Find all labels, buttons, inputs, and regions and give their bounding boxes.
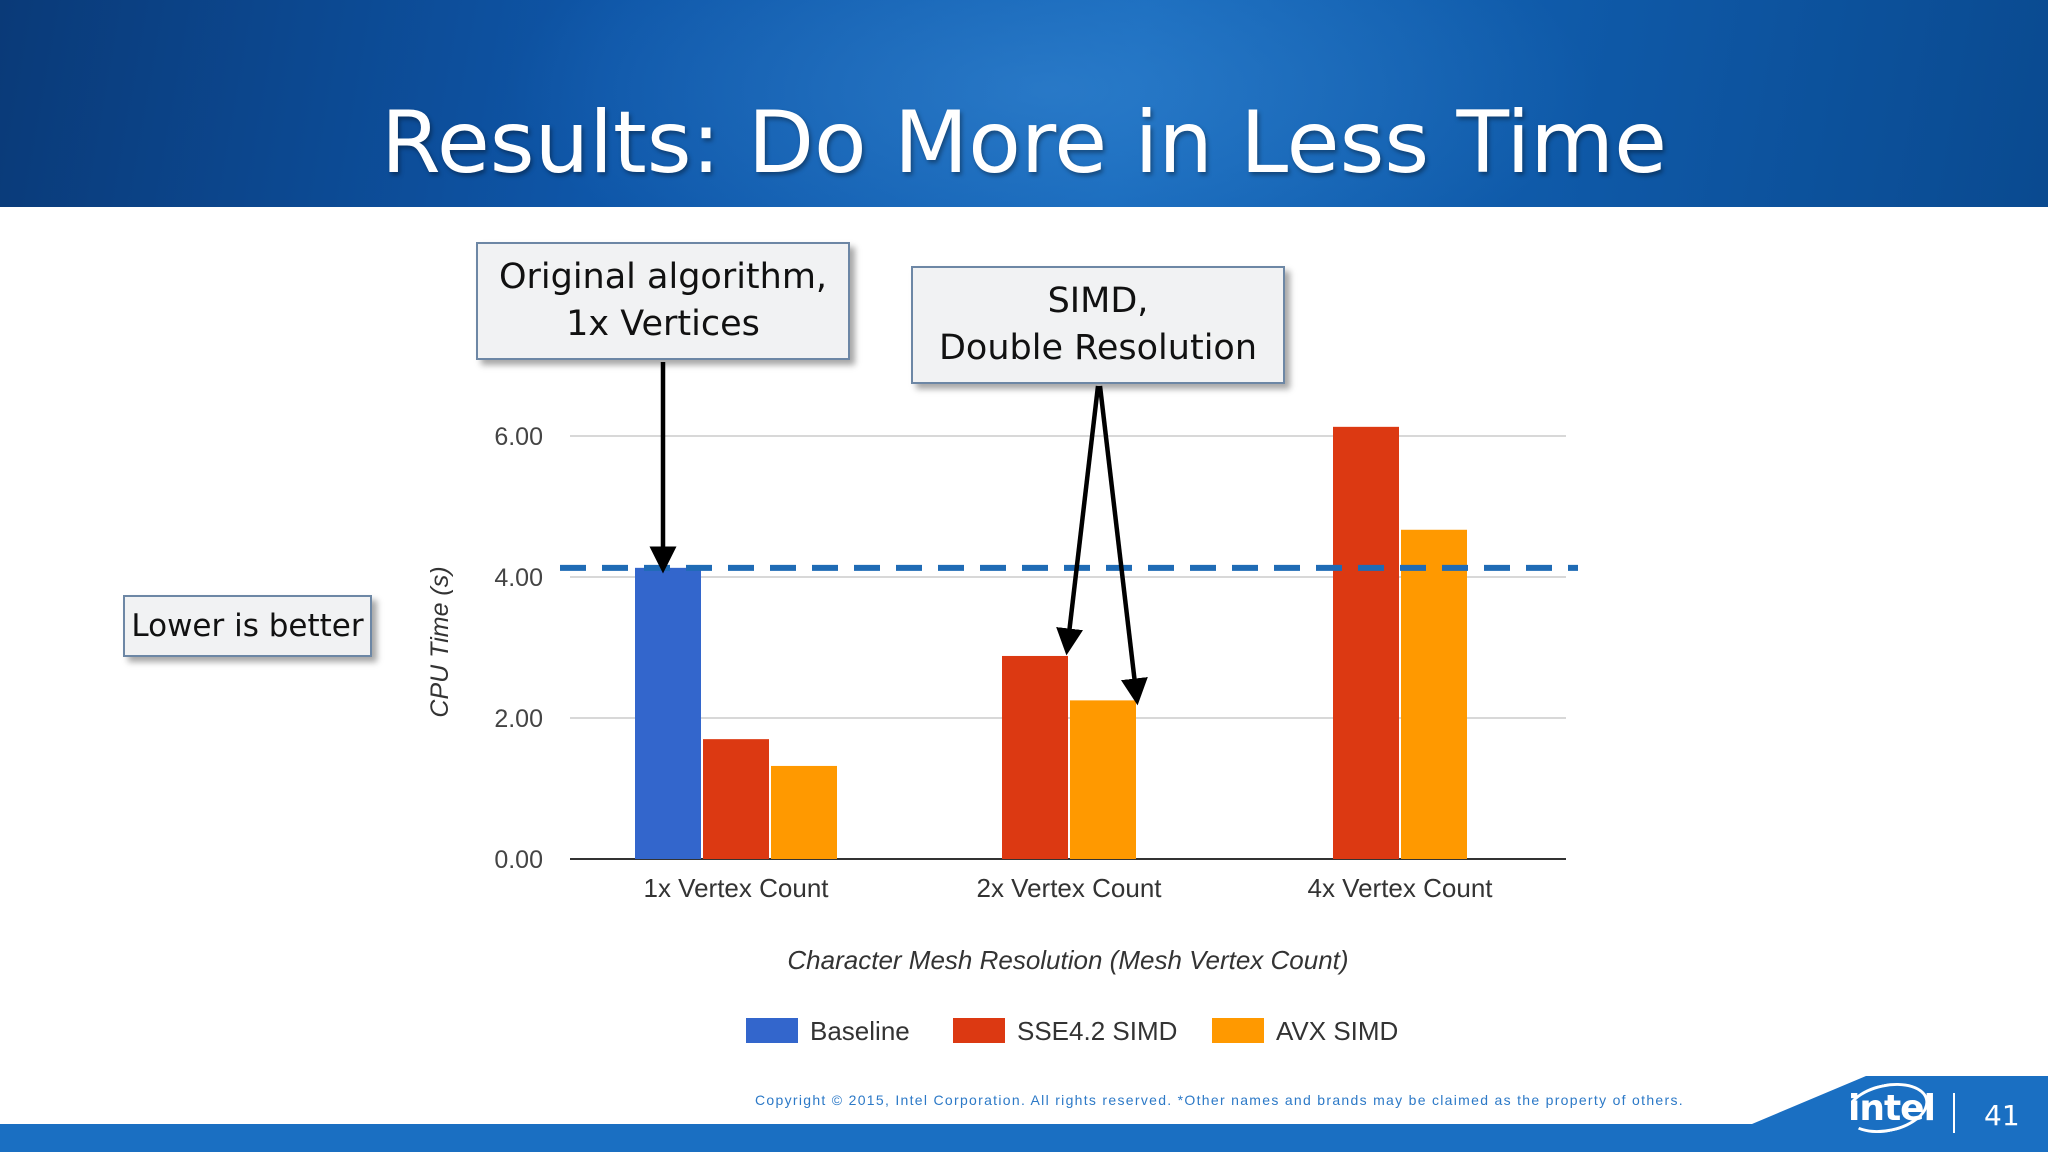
bar-avx-simd-3 <box>1401 529 1467 859</box>
slide-header <box>0 0 2048 207</box>
x-axis-title: Character Mesh Resolution (Mesh Vertex C… <box>787 945 1348 975</box>
bar-sse4-2-simd-1 <box>703 739 769 859</box>
callout-simd-line1: SIMD, <box>1047 281 1149 321</box>
callout-original-algorithm: Original algorithm, 1x Vertices <box>476 242 850 360</box>
footer-divider <box>1953 1093 1955 1133</box>
y-tick-label: 2.00 <box>494 705 543 733</box>
legend-label: Baseline <box>810 1016 910 1046</box>
legend-swatch <box>1212 1018 1264 1043</box>
y-tick-label: 6.00 <box>494 423 543 451</box>
page-number: 41 <box>1984 1099 2020 1132</box>
y-tick-label: 4.00 <box>494 564 543 592</box>
x-tick-label: 2x Vertex Count <box>977 873 1163 903</box>
y-axis-title: CPU Time (s) <box>426 566 454 717</box>
bar-sse4-2-simd-2 <box>1002 655 1068 859</box>
legend-swatch <box>953 1018 1005 1043</box>
bar-baseline-1 <box>635 567 701 859</box>
slide-title: Results: Do More in Less Time <box>380 93 1667 193</box>
legend-label: AVX SIMD <box>1276 1016 1398 1046</box>
callout-original-line2: 1x Vertices <box>566 304 760 344</box>
callout-lower-text: Lower is better <box>131 607 364 644</box>
header-glow <box>500 0 1600 207</box>
legend-label: SSE4.2 SIMD <box>1017 1016 1177 1046</box>
callout-simd-double-resolution: SIMD, Double Resolution <box>911 266 1285 384</box>
intel-logo: intel <box>1848 1088 1936 1129</box>
callout-arrow <box>1056 385 1101 656</box>
callout-arrow <box>1097 385 1148 706</box>
y-tick-label: 0.00 <box>494 846 543 874</box>
bar-avx-simd-1 <box>771 765 837 859</box>
x-tick-label: 1x Vertex Count <box>644 873 830 903</box>
copyright-notice: Copyright © 2015, Intel Corporation. All… <box>755 1092 1684 1108</box>
bar-avx-simd-2 <box>1070 700 1136 859</box>
x-tick-label: 4x Vertex Count <box>1308 873 1494 903</box>
footer-bar <box>0 1124 2048 1152</box>
legend-swatch <box>746 1018 798 1043</box>
callout-original-line1: Original algorithm, <box>498 257 828 297</box>
bar-sse4-2-simd-3 <box>1333 426 1399 859</box>
callout-simd-line2: Double Resolution <box>938 328 1258 368</box>
callout-lower-is-better: Lower is better <box>123 595 372 657</box>
